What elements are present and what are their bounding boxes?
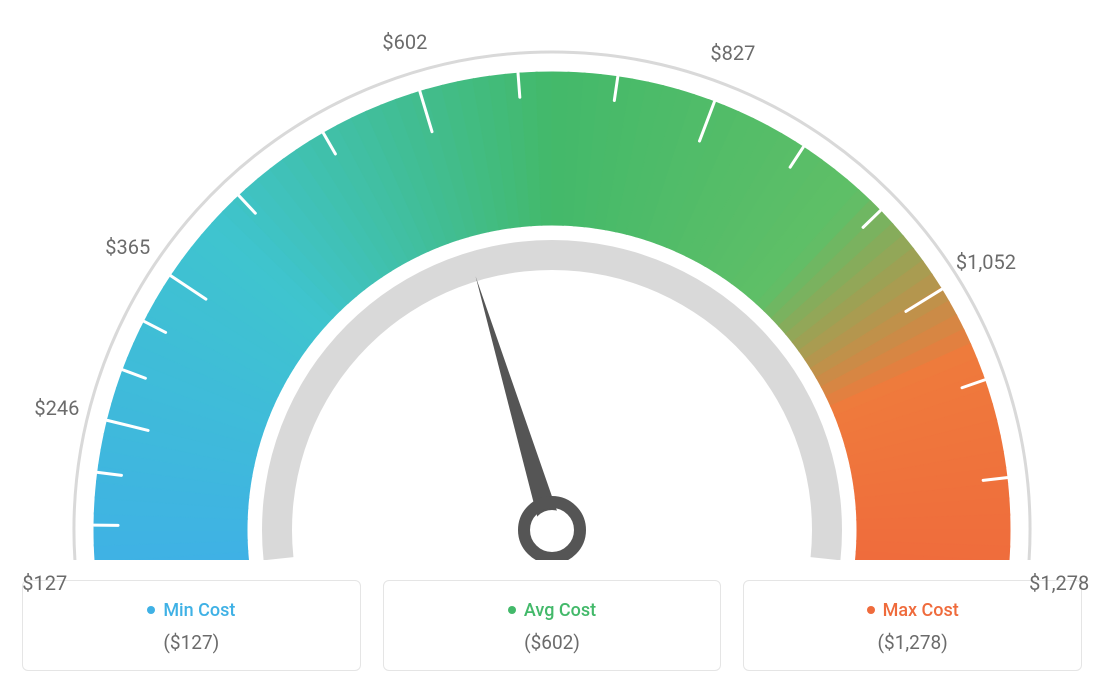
cost-gauge-chart: $127$246$365$602$827$1,052$1,278 bbox=[22, 20, 1082, 560]
gauge-tick-label: $365 bbox=[105, 235, 150, 259]
gauge-tick-label: $827 bbox=[710, 41, 755, 65]
legend-label-min: Min Cost bbox=[163, 600, 235, 621]
gauge-tick-label: $602 bbox=[382, 30, 427, 54]
legend-title-avg: Avg Cost bbox=[508, 600, 596, 621]
legend-value-min: ($127) bbox=[33, 631, 350, 654]
gauge-tick-label: $246 bbox=[34, 396, 79, 420]
legend-dot-min bbox=[147, 606, 155, 614]
legend-dot-avg bbox=[508, 606, 516, 614]
legend-dot-max bbox=[867, 606, 875, 614]
legend-value-avg: ($602) bbox=[394, 631, 711, 654]
legend-title-min: Min Cost bbox=[147, 600, 235, 621]
legend-label-max: Max Cost bbox=[883, 600, 959, 621]
legend-title-max: Max Cost bbox=[867, 600, 959, 621]
legend-label-avg: Avg Cost bbox=[524, 600, 596, 621]
legend-card-min: Min Cost ($127) bbox=[22, 580, 361, 671]
legend-value-max: ($1,278) bbox=[754, 631, 1071, 654]
legend-card-avg: Avg Cost ($602) bbox=[383, 580, 722, 671]
gauge-tick-label: $127 bbox=[22, 571, 67, 595]
gauge-tick-label: $1,278 bbox=[1029, 571, 1089, 595]
gauge-svg bbox=[22, 20, 1082, 560]
legend-row: Min Cost ($127) Avg Cost ($602) Max Cost… bbox=[22, 580, 1082, 671]
gauge-tick-label: $1,052 bbox=[956, 250, 1016, 274]
